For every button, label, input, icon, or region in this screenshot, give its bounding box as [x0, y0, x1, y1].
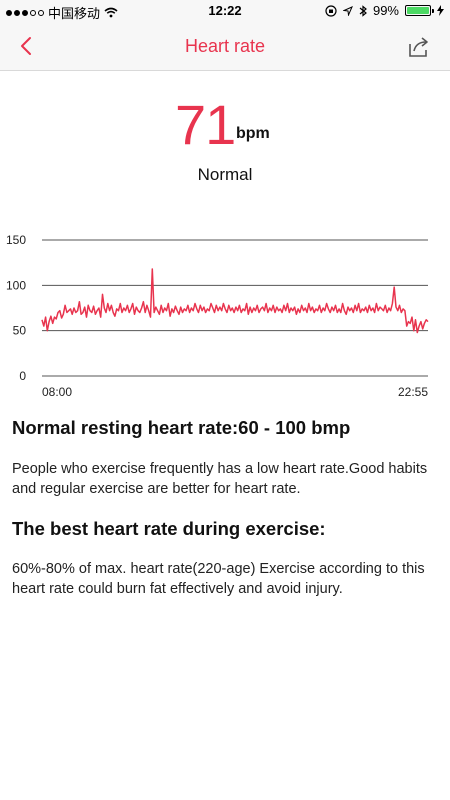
carrier-name: 中国移动 [48, 6, 101, 21]
wifi-icon [104, 7, 118, 18]
location-icon [342, 5, 353, 16]
share-icon [409, 37, 428, 57]
battery-percent: 99% [372, 3, 399, 18]
y-tick-label: 0 [19, 369, 26, 383]
page-title: Heart rate [184, 36, 266, 56]
x-end-label: 22:55 [398, 385, 428, 399]
nav-bar: Heart rate [0, 22, 450, 71]
resting-rate-description: People who exercise frequently has a low… [12, 461, 428, 497]
y-tick-label: 150 [6, 233, 26, 247]
resting-rate-heading: Normal resting heart rate:60 - 100 bmp [12, 417, 351, 438]
chevron-left-icon [21, 37, 31, 55]
exercise-rate-description: 60%-80% of max. heart rate(220-age) Exer… [12, 561, 425, 597]
status-bar: 中国移动 12:22 99% [0, 0, 450, 22]
share-button[interactable] [404, 32, 434, 60]
heart-rate-value: 71 [175, 93, 236, 156]
status-time: 12:22 [208, 3, 242, 18]
battery-icon [405, 5, 434, 16]
bluetooth-icon [359, 4, 367, 17]
heart-rate-chart: 0 50 100 150 08:00 22:55 [0, 228, 450, 408]
y-tick-label: 50 [13, 324, 27, 338]
y-tick-label: 100 [6, 278, 26, 292]
heart-rate-unit: bpm [236, 125, 270, 142]
carrier-area: 中国移动 [6, 3, 118, 22]
x-start-label: 08:00 [42, 385, 72, 399]
heart-rate-chart-svg: 0 50 100 150 08:00 22:55 [6, 233, 429, 399]
exercise-rate-heading: The best heart rate during exercise: [12, 518, 326, 539]
back-button[interactable] [12, 32, 42, 60]
heart-rate-status: Normal [197, 165, 253, 184]
status-right: 99% [325, 3, 444, 18]
heart-rate-reading: 71 bpm [0, 90, 450, 160]
heart-rate-series-line [41, 268, 429, 334]
signal-strength-icon [6, 9, 44, 16]
charging-icon [437, 5, 444, 16]
rotation-lock-icon [325, 4, 337, 17]
